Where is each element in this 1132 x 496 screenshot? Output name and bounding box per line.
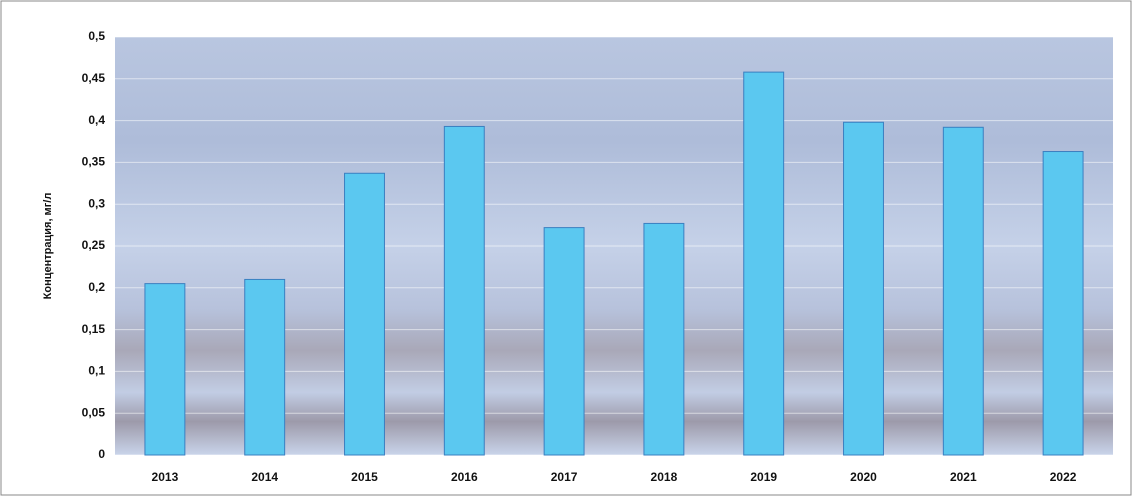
bar — [244, 278, 286, 456]
bar — [344, 172, 385, 456]
bar — [543, 227, 585, 456]
y-tick-label: 0,3 — [88, 196, 105, 210]
y-axis-label: Концентрация, мг/л — [42, 193, 54, 300]
y-tick-label: 0,4 — [88, 113, 105, 127]
bar — [643, 222, 685, 456]
y-tick-label: 0,35 — [82, 155, 106, 169]
x-tick-label: 2019 — [750, 470, 777, 484]
bar — [1042, 151, 1084, 456]
y-tick-label: 0,05 — [82, 405, 106, 419]
y-tick-label: 0,5 — [88, 29, 105, 43]
bar — [144, 283, 186, 456]
x-tick-label: 2014 — [251, 470, 278, 484]
x-tick-label: 2017 — [551, 470, 578, 484]
x-tick-label: 2021 — [950, 470, 977, 484]
y-tick-label: 0,15 — [82, 322, 106, 336]
bar — [443, 125, 485, 456]
x-tick-label: 2015 — [351, 470, 378, 484]
x-tick-label: 2022 — [1050, 470, 1077, 484]
y-tick-label: 0,25 — [82, 238, 106, 252]
y-tick-label: 0,1 — [88, 364, 105, 378]
x-tick-label: 2013 — [152, 470, 179, 484]
bar — [843, 121, 884, 456]
y-tick-label: 0 — [98, 447, 105, 461]
x-tick-label: 2016 — [451, 470, 478, 484]
y-tick-label: 0,45 — [82, 71, 106, 85]
x-tick-label: 2018 — [651, 470, 678, 484]
bar — [942, 126, 984, 456]
x-tick-label: 2020 — [850, 470, 877, 484]
y-tick-label: 0,2 — [88, 280, 105, 294]
bar — [743, 71, 785, 456]
